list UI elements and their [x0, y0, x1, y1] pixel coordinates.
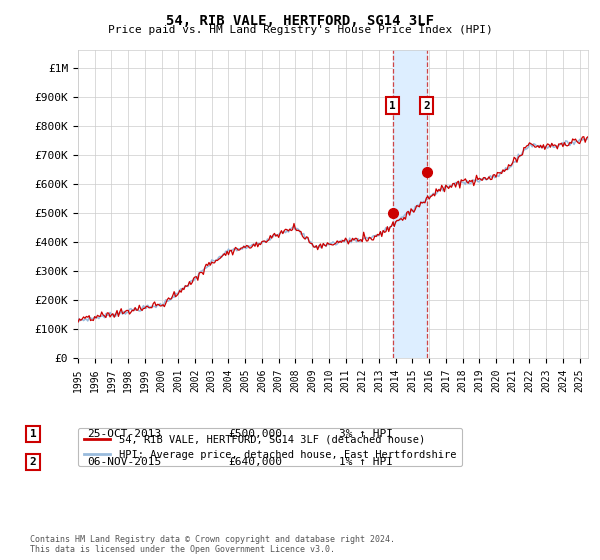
Text: 3% ↑ HPI: 3% ↑ HPI — [339, 429, 393, 439]
Text: £500,000: £500,000 — [228, 429, 282, 439]
Text: 06-NOV-2015: 06-NOV-2015 — [87, 457, 161, 467]
Text: 1: 1 — [389, 101, 396, 111]
Bar — [392, 50, 427, 358]
Text: 25-OCT-2013: 25-OCT-2013 — [87, 429, 161, 439]
Text: 1: 1 — [29, 429, 37, 439]
Text: 2: 2 — [423, 101, 430, 111]
Text: Contains HM Land Registry data © Crown copyright and database right 2024.
This d: Contains HM Land Registry data © Crown c… — [30, 535, 395, 554]
Legend: 54, RIB VALE, HERTFORD, SG14 3LF (detached house), HPI: Average price, detached : 54, RIB VALE, HERTFORD, SG14 3LF (detach… — [78, 428, 463, 466]
Text: Price paid vs. HM Land Registry's House Price Index (HPI): Price paid vs. HM Land Registry's House … — [107, 25, 493, 35]
Text: 2: 2 — [29, 457, 37, 467]
Text: 54, RIB VALE, HERTFORD, SG14 3LF: 54, RIB VALE, HERTFORD, SG14 3LF — [166, 14, 434, 28]
Text: £640,000: £640,000 — [228, 457, 282, 467]
Text: 1% ↑ HPI: 1% ↑ HPI — [339, 457, 393, 467]
